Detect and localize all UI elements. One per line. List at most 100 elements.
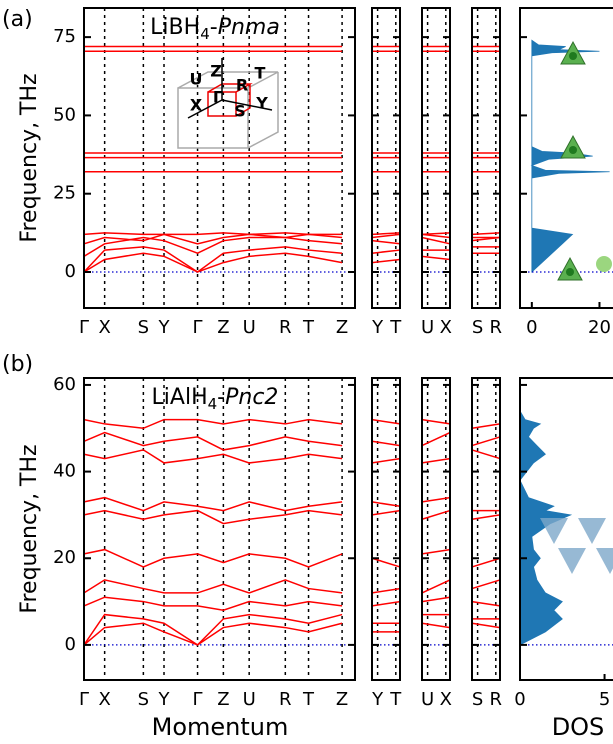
phonon-band — [83, 579, 343, 594]
x-axis-label: Momentum — [152, 713, 289, 741]
y-tick-label: 40 — [53, 461, 76, 482]
title-subscript: 4 — [208, 395, 218, 413]
phonon-band — [421, 496, 451, 503]
title-subscript: 4 — [200, 25, 210, 43]
phonon-band — [83, 548, 343, 568]
crystal-inset — [540, 518, 613, 574]
dos-tick-label: 0 — [514, 689, 525, 710]
y-tick-label: 0 — [65, 634, 76, 655]
x-tick-label: Z — [336, 689, 348, 710]
x-tick-label: Y — [371, 317, 384, 338]
phonon-band — [471, 236, 501, 242]
phonon-band — [471, 579, 501, 590]
phonon-band — [371, 557, 401, 568]
plot-frame — [471, 377, 501, 681]
phonon-band — [421, 548, 451, 555]
crystal-tetrahedron — [558, 548, 586, 574]
y-tick-label: 60 — [53, 374, 76, 395]
phonon-band — [83, 431, 343, 451]
bz-label: Y — [255, 94, 268, 113]
phonon-band — [371, 232, 401, 236]
title-separator: - — [217, 385, 225, 410]
phonon-band — [421, 509, 451, 520]
x-tick-label: T — [302, 689, 315, 710]
x-tick-label: X — [98, 317, 110, 338]
phonon-band — [371, 249, 401, 254]
x-tick-label: Y — [158, 689, 171, 710]
molecule-atom — [566, 268, 574, 276]
x-tick-label: X — [98, 689, 110, 710]
plot-frame — [421, 377, 451, 681]
plot-frame — [371, 377, 401, 681]
y-tick-label: 0 — [65, 261, 76, 282]
phonon-band — [371, 587, 401, 594]
phonon-band — [83, 449, 343, 464]
phonon-band — [83, 596, 343, 612]
y-axis-label: Frequency, THz — [17, 73, 42, 242]
plot-frame — [471, 7, 501, 309]
x-tick-label: S — [138, 689, 149, 710]
phonon-band — [371, 457, 401, 464]
bz-label: S — [234, 102, 246, 121]
phonon-band — [421, 431, 451, 447]
dos-axis-label: DOS — [552, 713, 605, 741]
phonon-band — [421, 236, 451, 245]
dos-tick-label: 20 — [588, 317, 611, 338]
phonon-band — [83, 246, 343, 273]
phonon-band — [371, 501, 401, 507]
x-tick-label: Z — [217, 317, 229, 338]
phonon-band — [421, 596, 451, 603]
phonon-band — [83, 622, 343, 646]
y-tick-label: 25 — [53, 183, 76, 204]
bz-label: Γ — [213, 88, 223, 107]
bz-axes — [187, 58, 273, 119]
bz-label: Z — [210, 62, 222, 81]
x-tick-label: T — [389, 689, 402, 710]
brillouin-zone-inset: U ZRT X ΓS Y — [177, 40, 612, 281]
phonon-band — [471, 600, 501, 607]
x-tick-label: U — [421, 317, 434, 338]
phonon-band — [421, 418, 451, 425]
phonon-band — [471, 557, 501, 568]
dos-tick-label: 0 — [526, 317, 537, 338]
phonon-band — [471, 622, 501, 629]
title-phase: Pnc2 — [225, 385, 278, 410]
x-tick-label: S — [472, 689, 483, 710]
plot-frame — [421, 7, 451, 309]
title-formula: LiBH — [150, 15, 200, 40]
panel-title: LiBH4-Pnma — [150, 15, 280, 43]
dos-area — [519, 409, 573, 646]
phonon-band — [83, 509, 343, 525]
title-separator: - — [210, 15, 218, 40]
phonon-band — [421, 622, 451, 629]
phonon-band — [83, 613, 343, 646]
x-tick-label: Γ — [79, 689, 89, 710]
phonon-band — [471, 449, 501, 460]
plot-frame — [371, 7, 401, 309]
phonon-band — [421, 579, 451, 594]
crystal-tetrahedron — [578, 518, 606, 544]
phonon-band — [371, 239, 401, 245]
crystal-tetrahedron — [540, 518, 568, 544]
x-tick-label: U — [243, 317, 256, 338]
x-tick-label: S — [138, 317, 149, 338]
panel-title: LiAlH4-Pnc2 — [152, 385, 279, 413]
molecule-atom — [569, 52, 577, 60]
x-tick-label: R — [490, 317, 503, 338]
panel-label: (a) — [2, 7, 33, 32]
li-atom — [596, 256, 612, 272]
crystal-tetrahedron — [596, 548, 613, 574]
molecule-atom — [569, 146, 577, 154]
phonon-band — [83, 232, 343, 236]
dos-tick-label: 5 — [599, 689, 610, 710]
dos-frame — [519, 377, 613, 681]
y-tick-label: 75 — [53, 26, 76, 47]
phonon-band — [371, 233, 401, 239]
y-axis-label: Frequency, THz — [17, 444, 42, 613]
phonon-band — [83, 236, 343, 257]
bz-label: R — [236, 76, 248, 95]
x-tick-label: Z — [217, 689, 229, 710]
plot-frame — [83, 377, 356, 681]
bz-label: U — [190, 70, 203, 89]
